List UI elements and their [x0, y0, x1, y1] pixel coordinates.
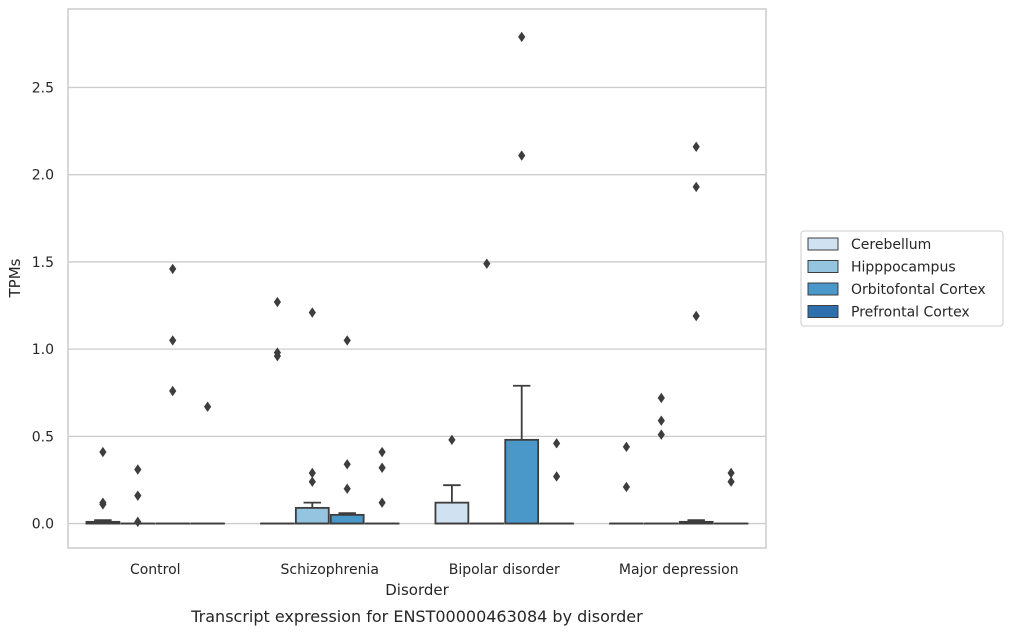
box-group [504, 31, 540, 525]
outlier-point [273, 296, 281, 308]
outlier-point [378, 462, 386, 473]
outlier-point [343, 483, 351, 494]
outlier-point [692, 310, 700, 322]
legend-label: Cerebellum [851, 237, 931, 253]
box [329, 513, 365, 525]
y-tick-label: 1.0 [32, 342, 54, 358]
y-tick-label: 2.0 [32, 168, 54, 184]
x-axis-title: Disorder [385, 581, 449, 599]
outlier-point [134, 464, 142, 475]
box [434, 501, 470, 525]
box-group [294, 307, 330, 525]
outlier-point [134, 490, 142, 501]
box-group [469, 258, 505, 525]
outlier-point [169, 335, 177, 346]
outlier-point [518, 150, 526, 161]
x-tick-label: Bipolar disorder [449, 562, 560, 578]
box-group [609, 441, 644, 525]
outlier-point [273, 350, 281, 362]
outlier-point [169, 385, 177, 397]
outlier-point [99, 446, 107, 458]
x-tick-labels: Control Schizophrenia Bipolar disorder Majo… [130, 562, 739, 578]
legend-swatch [807, 237, 839, 251]
outlier-point [343, 335, 351, 346]
outlier-point [553, 438, 561, 449]
box-group [434, 434, 470, 525]
outlier-point [553, 471, 561, 482]
chart-caption: Transcript expression for ENST0000046308… [190, 607, 643, 626]
y-tick-label: 0.5 [32, 429, 54, 445]
box-group [329, 335, 365, 525]
outlier-point [518, 31, 526, 43]
outlier-point [657, 415, 665, 426]
box [504, 438, 540, 525]
outlier-point [134, 516, 142, 528]
outlier-point [308, 307, 316, 318]
x-tick-label: Schizophrenia [281, 562, 379, 578]
box-group [120, 464, 156, 528]
outlier-group [273, 296, 281, 362]
legend: Cerebellum Hipppocampus Orbitofontal Corte… [800, 230, 1004, 327]
grid-lines [68, 86, 766, 525]
legend-swatch [807, 282, 839, 296]
outlier-point [169, 263, 177, 275]
outlier-point [308, 467, 316, 479]
box-group [155, 263, 191, 525]
outlier-point [378, 497, 386, 508]
outlier-point [692, 181, 700, 193]
box-group [678, 141, 714, 525]
box [294, 506, 330, 525]
outlier-point [448, 434, 456, 446]
box-group [539, 438, 574, 525]
outlier-point [692, 141, 700, 153]
box-group [643, 392, 679, 525]
box-plot-layer [85, 31, 749, 528]
y-tick-label: 0.0 [32, 517, 54, 533]
plot-frame [67, 8, 767, 549]
box-group [85, 446, 121, 525]
outlier-point [483, 258, 491, 269]
legend-label: Hipppocampus [851, 260, 956, 276]
legend-label: Orbitofontal Cortex [851, 282, 986, 298]
y-tick-labels: 0.0 0.5 1.0 1.5 2.0 2.5 [32, 80, 54, 532]
outlier-point [657, 392, 665, 404]
x-tick-label: Control [130, 562, 181, 578]
outlier-point [657, 429, 665, 440]
outlier-point [204, 401, 212, 412]
outlier-point [308, 476, 316, 487]
outlier-point [378, 446, 386, 458]
y-axis-title: TPMs [6, 258, 24, 298]
y-tick-label: 1.5 [32, 255, 54, 271]
box-group [190, 401, 225, 525]
x-tick-label: Major depression [619, 562, 739, 578]
outlier-point [99, 499, 107, 510]
legend-label: Prefrontal Cortex [851, 305, 970, 321]
outlier-point [727, 476, 735, 487]
y-tick-label: 2.5 [32, 80, 54, 96]
outlier-point [727, 467, 735, 479]
legend-swatch [807, 260, 839, 273]
legend-swatch [807, 305, 839, 318]
outlier-point [622, 481, 630, 493]
legend-frame [800, 230, 1004, 327]
box-group [364, 446, 400, 525]
outlier-point [343, 459, 351, 470]
outlier-point [622, 441, 630, 453]
box-group [713, 467, 749, 525]
